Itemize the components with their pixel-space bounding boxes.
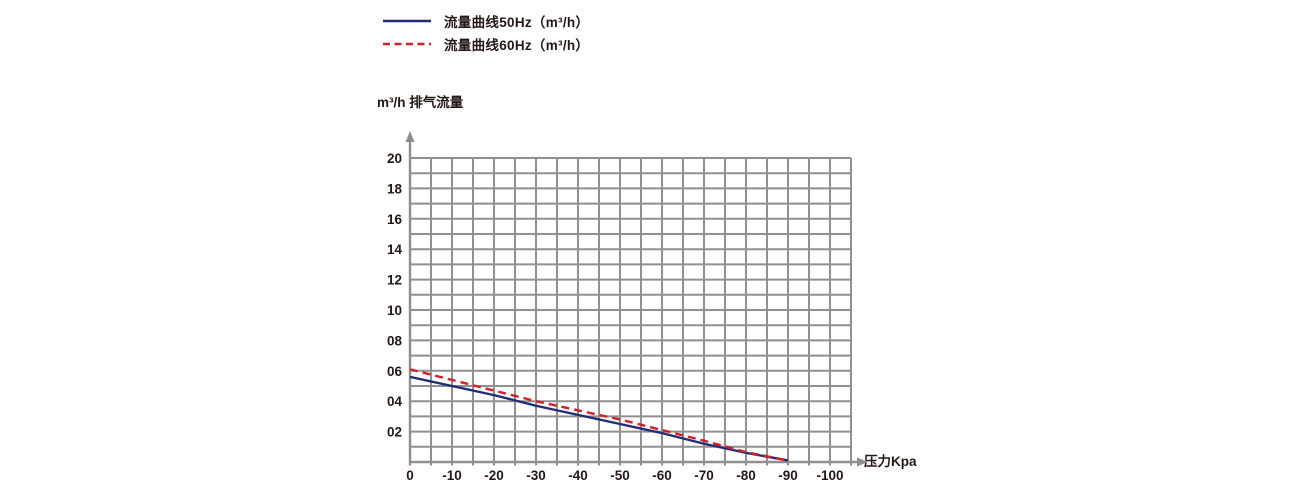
- x-tick-labels: 0 -10 -20 -30 -40 -50 -60 -70 -80 -90 -100: [406, 468, 843, 483]
- grid: [409, 157, 852, 466]
- y-tick-label: 18: [387, 181, 403, 196]
- x-tick-label: -20: [484, 468, 504, 483]
- axes: [405, 131, 868, 467]
- y-axis-title: m³/h 排气流量: [377, 95, 464, 110]
- legend-label-60hz: 流量曲线60Hz（m³/h）: [444, 38, 590, 53]
- x-axis-title: 压力Kpa: [864, 454, 917, 469]
- y-tick-label: 06: [387, 364, 403, 379]
- legend-item-50hz: 流量曲线50Hz（m³/h）: [383, 13, 590, 30]
- y-tick-label: 14: [387, 242, 403, 257]
- legend-item-60hz: 流量曲线60Hz（m³/h）: [383, 36, 590, 53]
- y-tick-label: 12: [387, 273, 402, 288]
- y-tick-label: 20: [387, 151, 402, 166]
- y-tick-label: 02: [387, 425, 402, 440]
- x-tick-label: -40: [568, 468, 588, 483]
- y-tick-label: 10: [387, 303, 402, 318]
- legend: 流量曲线50Hz（m³/h） 流量曲线60Hz（m³/h）: [383, 13, 589, 59]
- x-tick-label: -90: [778, 468, 798, 483]
- y-tick-label: 16: [387, 212, 403, 227]
- x-tick-label: -30: [526, 468, 546, 483]
- x-tick-label: 0: [406, 468, 414, 483]
- legend-label-50hz: 流量曲线50Hz（m³/h）: [444, 15, 590, 30]
- series-line-50hz: [409, 375, 789, 462]
- x-tick-label: -50: [610, 468, 630, 483]
- solid-line-sample-icon: [383, 19, 431, 23]
- x-tick-label: -10: [442, 468, 462, 483]
- y-tick-label: 08: [387, 333, 403, 348]
- y-tick-label: 04: [387, 394, 403, 409]
- x-tick-label: -70: [694, 468, 714, 483]
- y-tick-labels: 20 18 16 14 12 10 08 06 04 02: [387, 151, 403, 440]
- x-tick-label: -100: [816, 468, 843, 483]
- dashed-line-sample-icon: [383, 42, 431, 46]
- x-tick-label: -60: [652, 468, 672, 483]
- x-tick-label: -80: [736, 468, 756, 483]
- y-axis-arrow-icon: [405, 131, 415, 142]
- x-axis-arrow-icon: [857, 457, 868, 467]
